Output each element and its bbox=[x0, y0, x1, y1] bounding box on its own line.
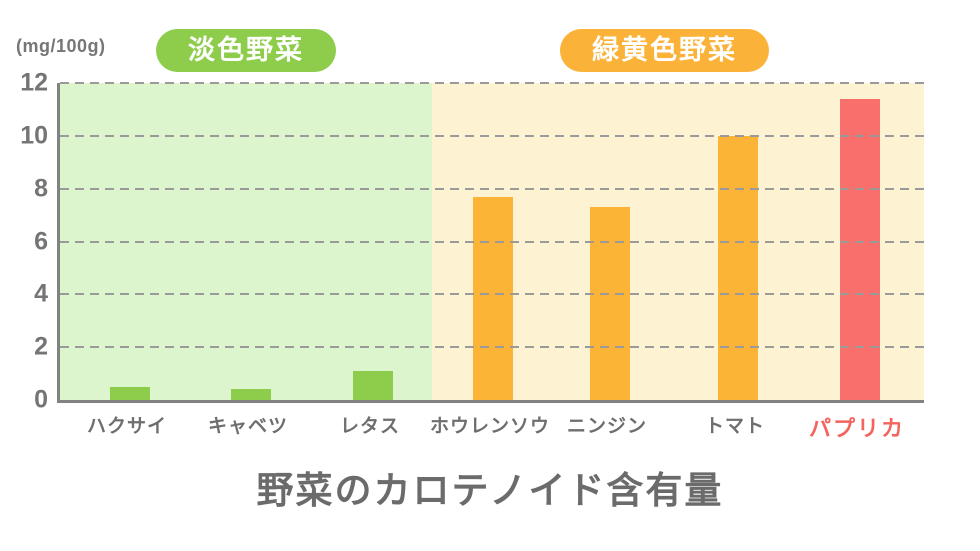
x-label-hakusai: ハクサイ bbox=[86, 416, 167, 437]
bar-kyabetsu bbox=[231, 389, 271, 400]
group-badge-green-yellow-vegetables: 緑黄色野菜 bbox=[560, 29, 769, 72]
x-label-ninjin: ニンジン bbox=[566, 416, 647, 437]
y-tick-10: 10 bbox=[20, 121, 48, 150]
bar-hourensou bbox=[473, 196, 513, 400]
gridline-4 bbox=[60, 293, 924, 296]
chart-title: 野菜のカロテノイド含有量 bbox=[256, 470, 724, 511]
y-tick-12: 12 bbox=[20, 68, 48, 97]
bar-retasu bbox=[353, 370, 393, 400]
y-tick-4: 4 bbox=[34, 279, 48, 308]
y-tick-2: 2 bbox=[34, 332, 48, 361]
gridline-8 bbox=[60, 187, 924, 190]
gridline-6 bbox=[60, 240, 924, 243]
x-label-retasu: レタス bbox=[339, 416, 400, 437]
gridline-10 bbox=[60, 134, 924, 137]
gridline-2 bbox=[60, 346, 924, 349]
x-label-tomato: トマト bbox=[704, 416, 765, 437]
x-axis-labels: ハクサイ キャベツ レタス ホウレンソウ ニンジン トマト パプリカ bbox=[0, 411, 980, 445]
x-label-papurika: パプリカ bbox=[808, 416, 905, 441]
bar-tomato bbox=[718, 135, 758, 400]
bar-papurika bbox=[840, 98, 880, 400]
group-badge-light-vegetables: 淡色野菜 bbox=[156, 29, 336, 72]
y-tick-8: 8 bbox=[34, 174, 48, 203]
x-label-kyabetsu: キャベツ bbox=[207, 416, 288, 437]
y-tick-0: 0 bbox=[34, 385, 48, 414]
gridline-12 bbox=[60, 82, 924, 84]
y-axis-unit-label: (mg/100g) bbox=[16, 36, 106, 56]
y-tick-6: 6 bbox=[34, 227, 48, 255]
x-label-hourensou: ホウレンソウ bbox=[429, 416, 550, 437]
plot-area bbox=[57, 82, 924, 403]
bar-hakusai bbox=[110, 386, 150, 400]
y-axis-ticks: 12 10 8 6 4 2 0 bbox=[0, 69, 48, 414]
bar-ninjin bbox=[590, 207, 630, 400]
